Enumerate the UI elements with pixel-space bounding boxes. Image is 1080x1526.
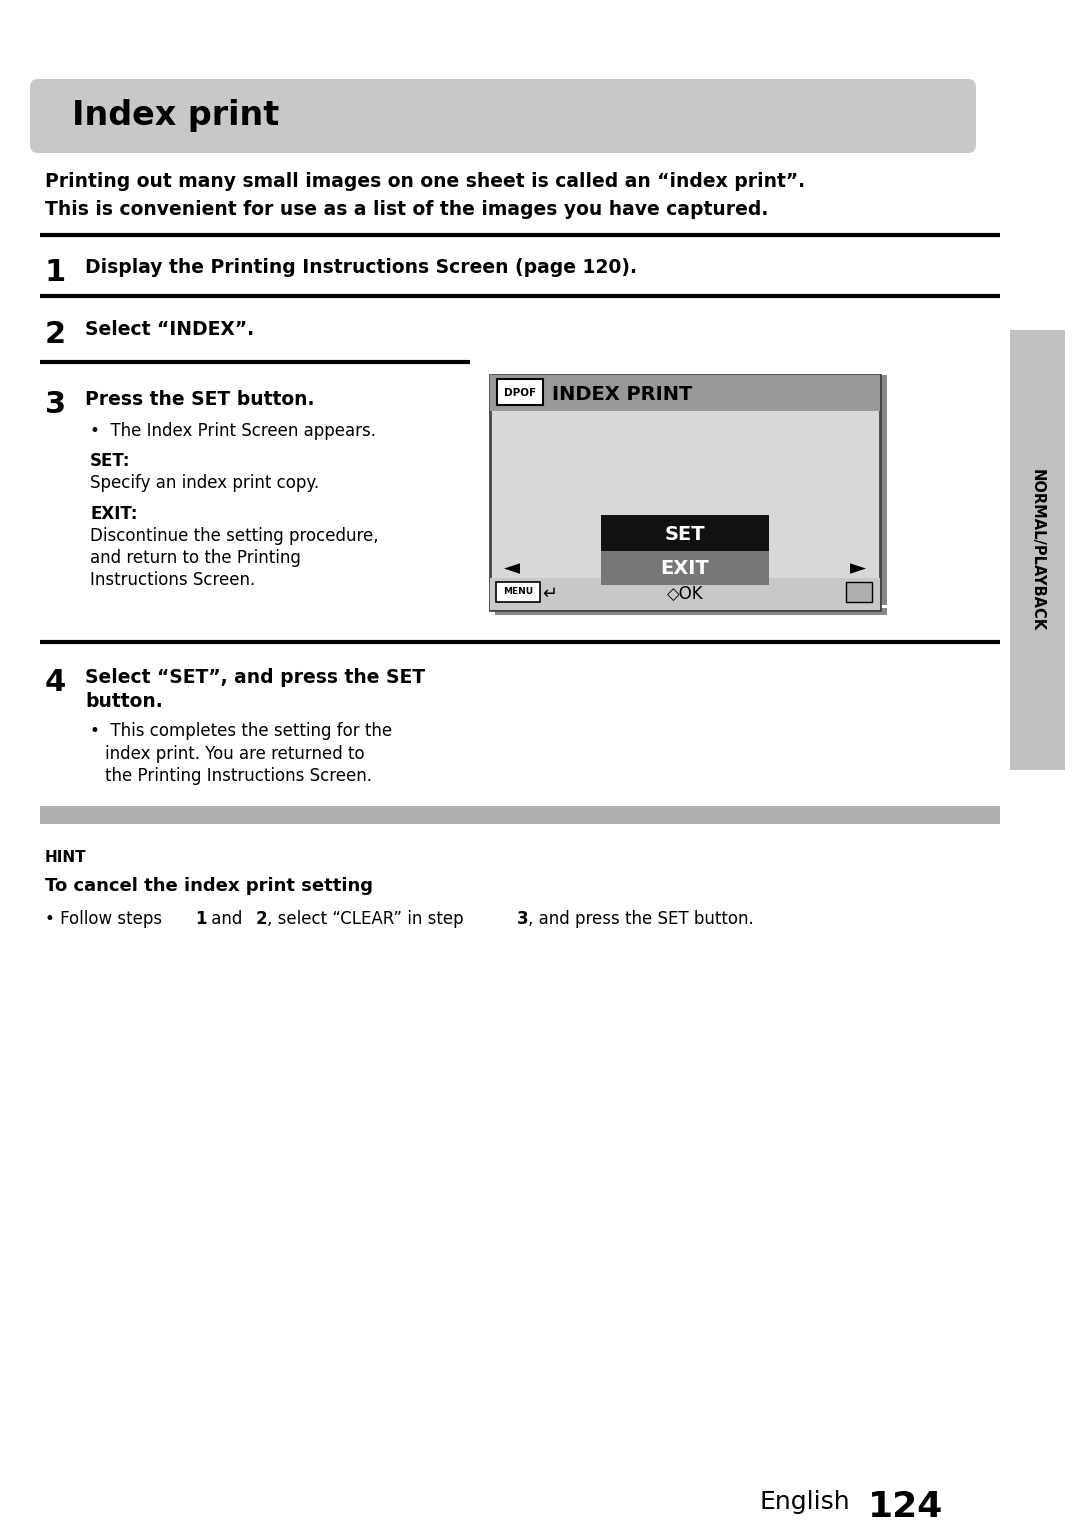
Text: Select “INDEX”.: Select “INDEX”.: [85, 320, 254, 339]
Text: ►: ►: [850, 559, 866, 578]
Text: DPOF: DPOF: [504, 388, 536, 398]
Text: SET: SET: [664, 525, 705, 543]
Text: 1: 1: [195, 909, 206, 928]
Text: Press the SET button.: Press the SET button.: [85, 391, 314, 409]
Bar: [880, 375, 887, 604]
Text: English: English: [760, 1489, 851, 1514]
Text: and return to the Printing: and return to the Printing: [90, 549, 301, 568]
Text: ◇OK: ◇OK: [666, 584, 703, 603]
Text: Index print: Index print: [72, 99, 280, 133]
FancyBboxPatch shape: [30, 79, 976, 153]
Bar: [600, 551, 769, 584]
Text: button.: button.: [85, 691, 163, 711]
Text: Display the Printing Instructions Screen (page 120).: Display the Printing Instructions Screen…: [85, 258, 637, 278]
Text: , select “CLEAR” in step: , select “CLEAR” in step: [267, 909, 469, 928]
Text: index print. You are returned to: index print. You are returned to: [105, 745, 365, 763]
Bar: [497, 378, 543, 404]
Text: NORMAL/PLAYBACK: NORMAL/PLAYBACK: [1029, 468, 1044, 632]
Text: Printing out many small images on one sheet is called an “index print”.: Printing out many small images on one sh…: [45, 172, 805, 191]
Bar: [495, 607, 887, 615]
Bar: [490, 578, 880, 610]
Text: 4: 4: [45, 668, 66, 697]
Text: 3: 3: [517, 909, 528, 928]
Bar: [490, 375, 880, 610]
Text: Specify an index print copy.: Specify an index print copy.: [90, 475, 319, 491]
Text: Discontinue the setting procedure,: Discontinue the setting procedure,: [90, 526, 379, 545]
Text: 1: 1: [45, 258, 66, 287]
Text: MENU: MENU: [503, 588, 534, 597]
Text: SET:: SET:: [90, 452, 131, 470]
Text: INDEX PRINT: INDEX PRINT: [552, 385, 692, 403]
Text: the Printing Instructions Screen.: the Printing Instructions Screen.: [105, 768, 372, 784]
Text: •  The Index Print Screen appears.: • The Index Print Screen appears.: [90, 423, 376, 439]
Text: 3: 3: [45, 391, 66, 420]
Bar: [1010, 330, 1065, 771]
Bar: [490, 375, 880, 410]
Bar: [496, 581, 540, 601]
Bar: [40, 806, 1000, 824]
Text: This is convenient for use as a list of the images you have captured.: This is convenient for use as a list of …: [45, 200, 768, 220]
Text: EXIT: EXIT: [661, 560, 710, 578]
Text: •  This completes the setting for the: • This completes the setting for the: [90, 722, 392, 740]
Text: HINT: HINT: [45, 850, 86, 865]
Bar: [846, 581, 872, 601]
Text: Select “SET”, and press the SET: Select “SET”, and press the SET: [85, 668, 426, 687]
Text: EXIT:: EXIT:: [90, 505, 137, 523]
Text: Instructions Screen.: Instructions Screen.: [90, 571, 255, 589]
Bar: [600, 514, 769, 551]
Text: 2: 2: [45, 320, 66, 349]
Text: To cancel the index print setting: To cancel the index print setting: [45, 877, 373, 896]
Text: ↵: ↵: [542, 584, 557, 603]
Text: ◄: ◄: [504, 559, 519, 578]
Text: • Follow steps: • Follow steps: [45, 909, 167, 928]
Text: 2: 2: [256, 909, 268, 928]
Text: and: and: [206, 909, 247, 928]
Text: 124: 124: [868, 1489, 943, 1524]
Text: , and press the SET button.: , and press the SET button.: [528, 909, 754, 928]
